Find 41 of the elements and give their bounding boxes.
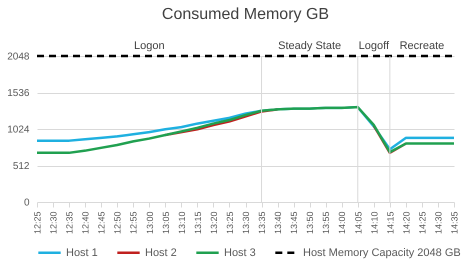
x-tick-label: 14:10 — [369, 212, 380, 234]
x-tick-label: 12:55 — [128, 212, 139, 234]
x-tick-label: 12:35 — [64, 212, 75, 234]
annotation: Logoff — [358, 40, 390, 52]
y-tick-label: 1024 — [7, 124, 30, 136]
x-tick-label: 13:25 — [224, 212, 235, 234]
x-tick-label: 13:15 — [192, 212, 203, 234]
x-tick-label: 12:30 — [48, 212, 59, 234]
x-tick-label: 13:45 — [289, 212, 300, 234]
legend-label: Host 3 — [224, 246, 256, 259]
x-tick-label: 13:40 — [273, 212, 284, 234]
x-tick-label: 12:45 — [96, 212, 107, 234]
annotation: Logon — [134, 40, 165, 52]
x-tick-label: 13:50 — [305, 212, 316, 234]
x-tick-label: 13:55 — [321, 212, 332, 234]
chart-title: Consumed Memory GB — [162, 6, 330, 23]
annotation: Steady State — [278, 40, 342, 52]
x-tick-label: 14:05 — [353, 212, 364, 234]
y-tick-label: 2048 — [7, 52, 30, 62]
x-tick-label: 14:00 — [337, 212, 348, 234]
y-tick-label: 0 — [24, 198, 30, 208]
legend-label: Host Memory Capacity 2048 GB — [303, 246, 461, 259]
x-tick-label: 13:10 — [176, 212, 187, 234]
x-tick-label: 14:25 — [417, 212, 428, 234]
x-tick-label: 13:30 — [241, 212, 251, 234]
x-tick-label: 12:50 — [112, 212, 123, 234]
x-tick-label: 13:00 — [144, 212, 155, 234]
x-tick-label: 13:20 — [208, 212, 219, 234]
y-tick-label: 1536 — [7, 88, 30, 99]
x-tick-label: 14:30 — [433, 212, 444, 234]
legend-label: Host 1 — [66, 246, 98, 259]
x-tick-label: 12:25 — [32, 212, 42, 234]
x-tick-label: 14:20 — [401, 212, 412, 234]
x-tick-label: 14:35 — [450, 212, 460, 234]
x-tick-label: 13:35 — [257, 212, 268, 234]
y-tick-label: 512 — [12, 161, 30, 172]
x-tick-label: 13:05 — [160, 212, 171, 234]
annotation: Recreate — [400, 40, 444, 52]
legend-label: Host 2 — [145, 246, 177, 259]
x-tick-label: 12:40 — [80, 212, 91, 234]
x-tick-label: 14:15 — [385, 212, 396, 234]
